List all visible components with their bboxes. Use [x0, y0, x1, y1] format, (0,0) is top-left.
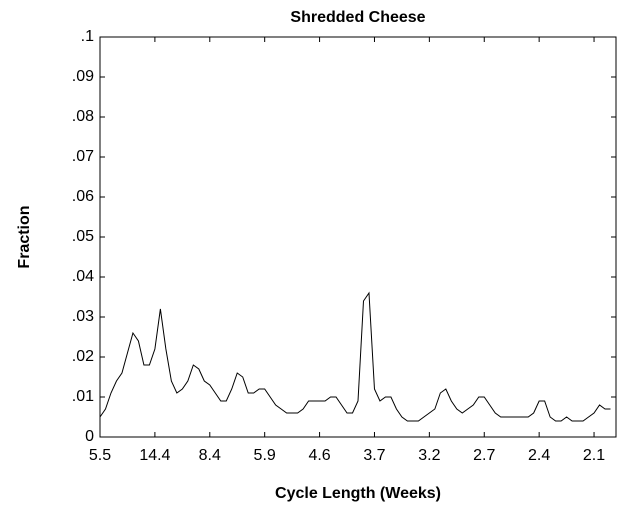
y-tick-label: 0	[85, 428, 94, 445]
x-tick-label: 14.4	[139, 447, 170, 464]
x-tick-label: 5.5	[89, 447, 111, 464]
x-axis-label: Cycle Length (Weeks)	[275, 485, 441, 502]
y-tick-label: .09	[72, 68, 94, 85]
y-tick-label: .07	[72, 148, 94, 165]
y-tick-label: .08	[72, 108, 94, 125]
y-tick-label: .01	[72, 388, 94, 405]
y-axis-label: Fraction	[16, 205, 33, 268]
y-tick-label: .02	[72, 348, 94, 365]
y-tick-label: .04	[72, 268, 94, 285]
x-tick-label: 2.1	[583, 447, 605, 464]
x-tick-label: 2.7	[473, 447, 495, 464]
x-tick-label: 2.4	[528, 447, 550, 464]
x-tick-label: 3.7	[363, 447, 385, 464]
y-tick-label: .1	[81, 28, 94, 45]
x-tick-label: 5.9	[254, 447, 276, 464]
x-tick-label: 8.4	[199, 447, 221, 464]
x-tick-label: 3.2	[418, 447, 440, 464]
plot-frame	[99, 36, 617, 438]
y-tick-label: .06	[72, 188, 94, 205]
data-line	[99, 291, 611, 422]
chart-title: Shredded Cheese	[290, 9, 425, 26]
x-tick-label: 4.6	[308, 447, 330, 464]
y-tick-label: .03	[72, 308, 94, 325]
y-tick-label: .05	[72, 228, 94, 245]
